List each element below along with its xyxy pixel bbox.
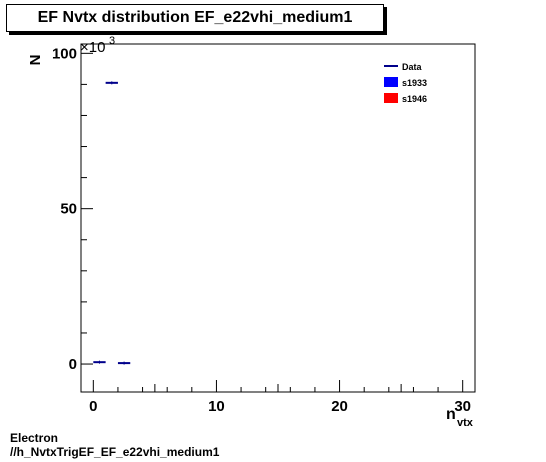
x-tick-label: 30 — [454, 398, 471, 415]
legend-entry: s1946 — [402, 94, 427, 104]
chart-title: EF Nvtx distribution EF_e22vhi_medium1 — [6, 4, 384, 32]
y-multiplier-exponent: 3 — [109, 35, 115, 47]
x-tick-label: 10 — [208, 398, 225, 415]
y-tick-label: 100 — [52, 45, 77, 62]
x-tick-label: 0 — [89, 398, 97, 415]
y-tick-label: 0 — [69, 356, 77, 373]
y-tick-label: 50 — [60, 201, 77, 218]
y-multiplier: ×10 — [80, 39, 105, 56]
x-axis-label-subscript: vtx — [457, 417, 474, 429]
legend-box-marker — [384, 93, 398, 103]
x-axis-label: n — [446, 406, 456, 423]
footer-channel: Electron — [10, 431, 59, 445]
legend-entry: Data — [402, 62, 423, 72]
legend-box-marker — [384, 77, 398, 87]
y-axis-label: N — [27, 55, 44, 66]
footer-histogram-path: //h_NvtxTrigEF_EF_e22vhi_medium1 — [10, 445, 220, 459]
x-tick-label: 20 — [331, 398, 348, 415]
legend-entry: s1933 — [402, 78, 427, 88]
